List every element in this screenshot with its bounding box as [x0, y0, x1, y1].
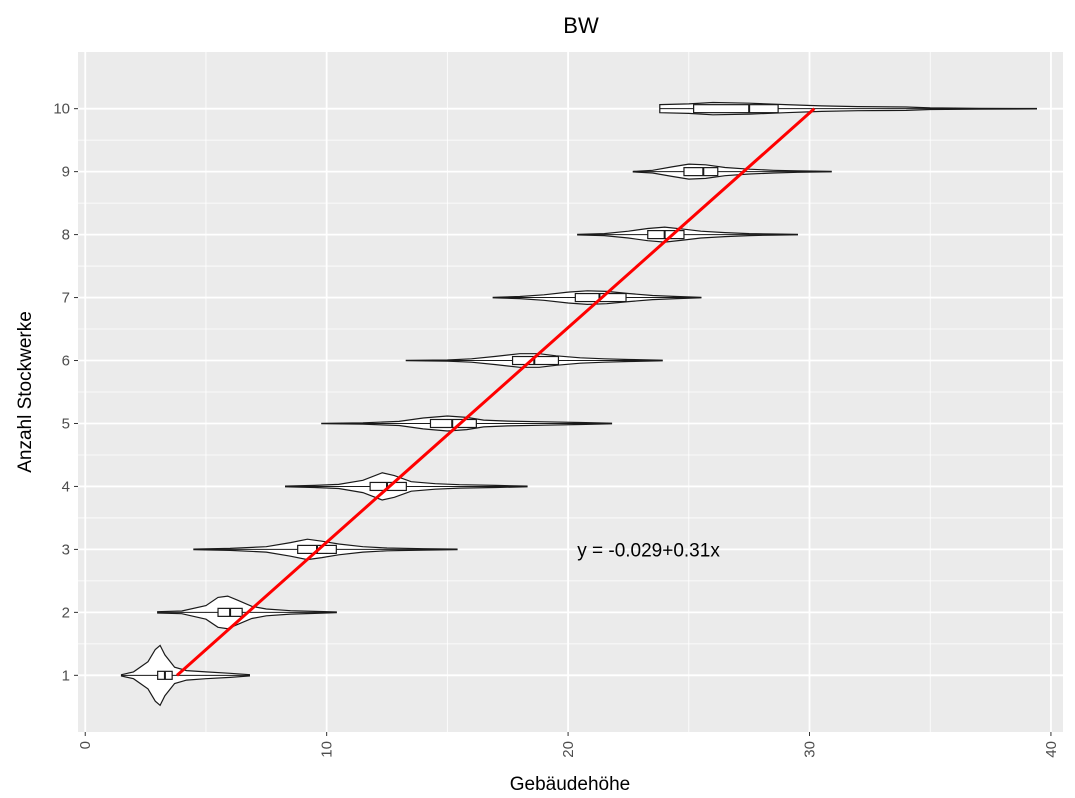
x-tick-label: 40: [1043, 741, 1060, 758]
y-tick-label: 6: [62, 353, 70, 370]
y-axis-ticks: 1 2 3 4 5 6 7 8 9 10: [53, 101, 78, 684]
y-tick-label: 4: [62, 478, 70, 495]
y-tick-label: 1: [62, 667, 70, 684]
x-tick-label: 0: [77, 741, 94, 749]
y-tick-label: 9: [62, 164, 70, 181]
regression-annotation: y = -0.029+0.31x: [577, 540, 720, 561]
x-tick-label: 30: [802, 741, 819, 758]
y-axis-title: Anzahl Stockwerke: [15, 311, 36, 473]
y-tick-label: 2: [62, 604, 70, 621]
violin-box: [693, 104, 779, 114]
y-tick-label: 8: [62, 227, 70, 244]
regression-line: [175, 107, 816, 677]
violin-box: [683, 167, 719, 177]
x-tick-label: 20: [560, 741, 577, 758]
x-axis-title: Gebäudehöhe: [510, 774, 630, 795]
y-tick-label: 7: [62, 290, 70, 307]
violin-box: [647, 229, 685, 240]
y-tick-label: 10: [53, 101, 70, 118]
y-tick-label: 3: [62, 541, 70, 558]
chart-title: BW: [563, 13, 599, 38]
violin-box: [429, 418, 477, 429]
major-gridlines: [78, 52, 1063, 732]
x-axis-ticks: 0 10 20 30 40: [77, 732, 1060, 758]
x-tick-label: 10: [319, 741, 336, 758]
y-tick-label: 5: [62, 415, 70, 432]
